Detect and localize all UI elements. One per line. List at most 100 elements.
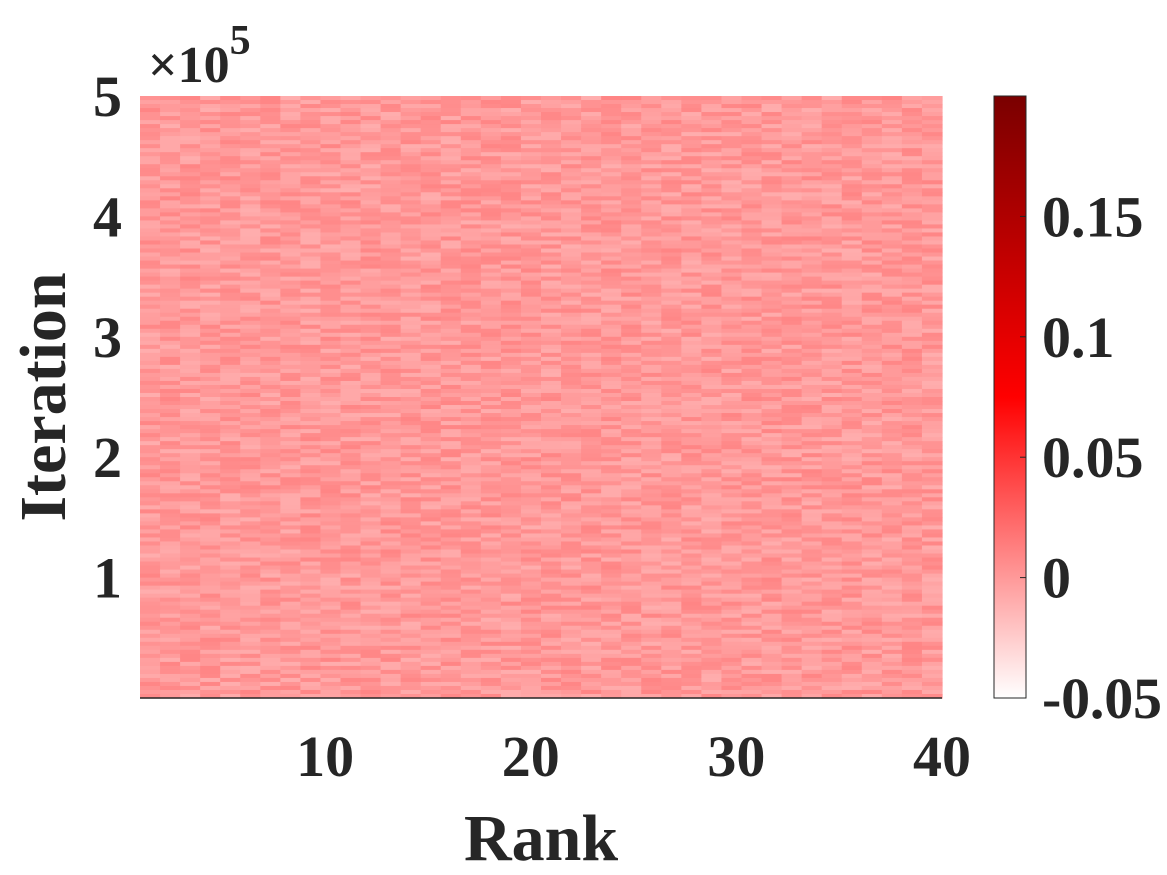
heatmap-cell [500,252,522,258]
heatmap-cell [520,405,542,410]
heatmap-cell [300,545,322,551]
heatmap-cell [460,577,482,583]
heatmap-cell [460,124,482,129]
heatmap-cell [220,128,241,133]
heatmap-cell [520,661,542,667]
heatmap-cell [440,240,462,246]
heatmap-cell [701,649,723,655]
heatmap-cell [641,320,662,326]
heatmap-cell [280,204,301,209]
heatmap-cell [721,573,743,579]
heatmap-cell [601,681,622,687]
heatmap-cell [300,685,322,691]
heatmap-cell [721,96,743,101]
heatmap-cell [741,413,763,418]
heatmap-cell [641,384,662,390]
heatmap-cell [220,589,241,595]
heatmap-cell [160,573,181,579]
heatmap-cell [240,477,261,482]
heatmap-cell [320,252,342,258]
heatmap-cell [520,541,542,547]
heatmap-cell [360,344,382,350]
heatmap-cell [460,657,482,663]
heatmap-cell [200,441,221,446]
heatmap-cell [681,429,702,434]
heatmap-cell [761,168,783,173]
heatmap-cell [581,276,602,282]
heatmap-cell [380,124,402,129]
heatmap-cell [701,481,723,486]
heatmap-cell [581,577,602,583]
heatmap-cell [200,401,221,406]
heatmap-cell [500,216,522,222]
heatmap-cell [240,368,261,374]
heatmap-cell [300,621,322,627]
heatmap-cell [440,100,462,105]
heatmap-cell [400,360,422,366]
heatmap-cell [200,112,221,117]
heatmap-cell [520,593,542,599]
heatmap-cell [220,248,241,254]
heatmap-cell [681,489,702,494]
heatmap-cell [340,557,362,563]
heatmap-cell [160,509,181,514]
heatmap-cell [240,212,261,217]
heatmap-cell [781,148,803,153]
heatmap-cell [500,316,522,322]
heatmap-cell [340,669,362,675]
heatmap-cell [420,164,442,169]
heatmap-cell [380,669,402,675]
heatmap-cell [380,617,402,623]
heatmap-cell [320,597,342,603]
heatmap-cell [621,469,642,474]
heatmap-cell [360,677,382,683]
heatmap-cell [440,517,462,523]
heatmap-cell [721,617,743,623]
heatmap-cell [160,108,181,113]
heatmap-cell [300,657,322,663]
heatmap-cell [601,240,622,246]
heatmap-cell [240,625,261,631]
heatmap-cell [180,597,201,603]
heatmap-cell [300,144,322,149]
heatmap-cell [240,541,261,547]
heatmap-cell [140,449,161,454]
heatmap-cell [180,252,201,258]
heatmap-cell [520,461,542,466]
heatmap-cell [721,461,743,466]
heatmap-cell [601,525,622,531]
heatmap-cell [160,236,181,242]
heatmap-cell [621,609,642,615]
heatmap-cell [601,421,622,426]
heatmap-cell [200,565,221,571]
heatmap-cell [460,304,482,310]
heatmap-cell [781,417,803,422]
heatmap-cell [541,605,562,611]
heatmap-cell [400,665,422,671]
heatmap-cell [661,112,682,117]
heatmap-cell [220,188,241,193]
heatmap-cell [520,529,542,535]
heatmap-cell [240,344,261,350]
heatmap-cell [420,232,442,238]
heatmap-cell [400,625,422,631]
heatmap-cell [741,553,763,559]
heatmap-cell [420,529,442,535]
heatmap-cell [561,621,582,627]
heatmap-cell [681,392,702,398]
heatmap-cell [581,573,602,579]
heatmap-cell [781,120,803,125]
heatmap-cell [520,260,542,266]
heatmap-cell [761,433,783,438]
heatmap-cell [641,300,662,306]
heatmap-cell [681,216,702,222]
heatmap-cell [561,641,582,647]
heatmap-cell [160,621,181,627]
heatmap-cell [280,352,301,358]
heatmap-cell [721,489,743,494]
heatmap-cell [541,212,562,217]
heatmap-cell [681,328,702,334]
heatmap-cell [581,292,602,298]
heatmap-cell [641,661,662,667]
heatmap-cell [661,481,682,486]
